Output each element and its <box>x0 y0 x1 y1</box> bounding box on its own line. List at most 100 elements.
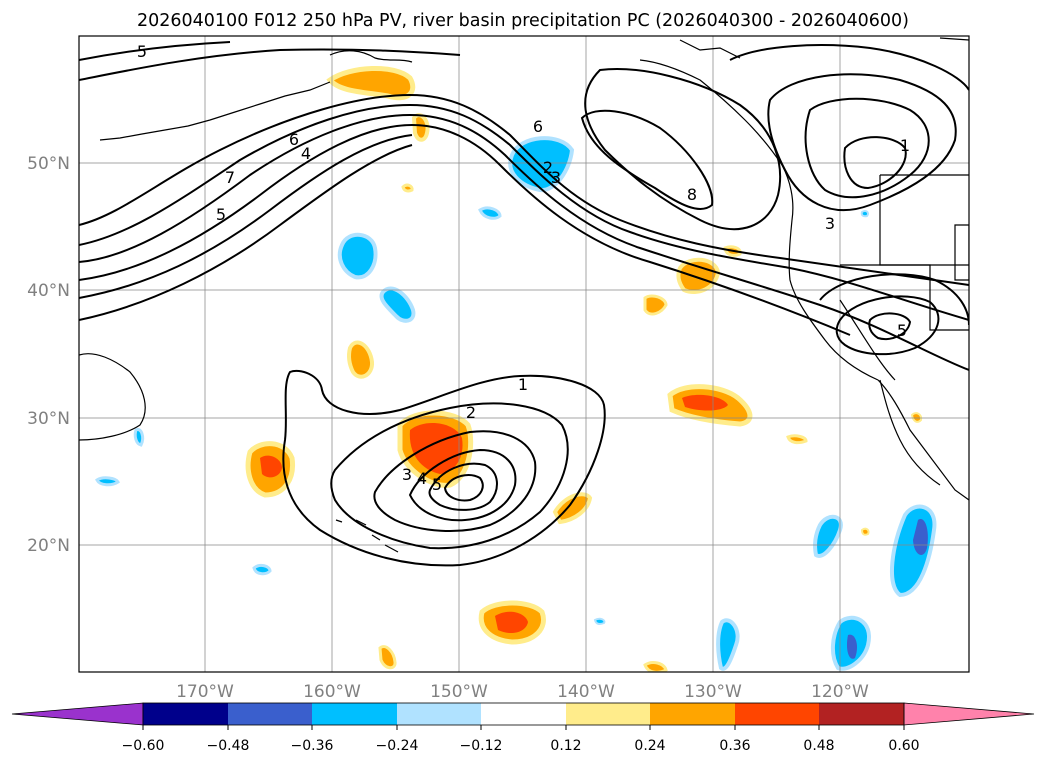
pv-contour <box>443 474 484 502</box>
pv-contour <box>79 123 851 336</box>
contour-label: 6 <box>289 130 299 149</box>
pv-contour <box>79 103 969 321</box>
precip-positive-region <box>495 611 528 634</box>
pv-contour <box>330 402 569 550</box>
contour-label: 2 <box>466 403 476 422</box>
pv-contour <box>79 48 461 81</box>
precip-positive-region <box>682 394 728 411</box>
precip-positive-region <box>643 294 668 316</box>
colorbar-segment <box>397 703 481 725</box>
colorbar-tick-label: −0.60 <box>122 738 165 754</box>
precip-negative-region <box>133 428 145 447</box>
lon-label: 130°W <box>684 682 742 702</box>
colorbar-tick-label: −0.36 <box>291 738 334 754</box>
colorbar-segment <box>566 703 650 725</box>
colorbar-segment <box>735 703 819 725</box>
colorbar-tick-label: 0.36 <box>719 738 750 754</box>
colorbar-tick-label: −0.48 <box>207 738 250 754</box>
lat-label: 40°N <box>27 281 70 301</box>
precip-positive-region <box>260 455 282 478</box>
lon-label: 140°W <box>557 682 615 702</box>
precip-negative-region <box>593 617 606 625</box>
pv-contour <box>282 370 606 567</box>
precip-positive-region <box>786 434 808 445</box>
colorbar-segment <box>143 703 228 725</box>
lon-label: 160°W <box>303 682 361 702</box>
contour-label: 7 <box>225 168 235 187</box>
precip-positive-region <box>401 183 414 193</box>
colorbar-tick-label: 0.12 <box>550 738 581 754</box>
colorbar-tick-label: 0.48 <box>803 738 834 754</box>
map-background <box>79 36 969 672</box>
pv-contour <box>79 113 969 371</box>
lat-label: 20°N <box>27 536 70 556</box>
precip-negative-region <box>95 476 120 487</box>
precip-positive-region <box>409 423 463 474</box>
contour-label: 3 <box>551 168 561 187</box>
contour-label: 5 <box>216 205 226 224</box>
lon-label: 120°W <box>811 682 869 702</box>
precip-negative-region <box>860 209 870 218</box>
pv-contour <box>729 44 969 91</box>
pv-contour <box>373 430 537 533</box>
colorbar-segment <box>819 703 904 725</box>
pv-contour <box>767 73 957 211</box>
precip-positive-region <box>378 645 397 670</box>
colorbar-tick-label: 0.60 <box>888 738 919 754</box>
precip-negative-region <box>252 563 272 576</box>
colorbar-segment <box>650 703 735 725</box>
contour-label: 3 <box>402 465 412 484</box>
precip-positive-region <box>676 257 721 294</box>
pv-contour <box>804 97 930 199</box>
contour-label: 1 <box>518 375 528 394</box>
contour-label: 5 <box>137 42 147 61</box>
pv-contour <box>79 41 231 61</box>
precip-shading <box>95 66 937 672</box>
contour-label: 1 <box>900 136 910 155</box>
latitude-labels: 50°N 40°N 30°N 20°N <box>27 154 70 556</box>
precip-positive-region <box>326 66 416 101</box>
figure-title: 2026040100 F012 250 hPa PV, river basin … <box>137 11 909 31</box>
precip-negative-region <box>478 206 502 220</box>
pv-contour <box>79 134 413 299</box>
pv-contour <box>79 144 413 321</box>
colorbar-tick-label: −0.24 <box>376 738 419 754</box>
pv-contour <box>408 448 517 522</box>
precip-negative-region <box>813 514 843 558</box>
coastlines <box>79 37 969 553</box>
gridlines <box>79 36 969 672</box>
colorbar-tick-label: 0.24 <box>634 738 665 754</box>
longitude-labels: 170°W 160°W 150°W 140°W 130°W 120°W <box>176 682 869 702</box>
colorbar-segment <box>312 703 397 725</box>
contour-label: 2 <box>543 158 553 177</box>
pv-contour <box>79 93 969 286</box>
precip-positive-region <box>643 661 668 672</box>
precip-positive-region <box>860 527 870 536</box>
precip-negative-region <box>716 618 740 671</box>
pv-contour <box>584 68 782 230</box>
pv-contour <box>843 136 907 190</box>
colorbar: −0.60 −0.48 −0.36 −0.24 −0.12 0.12 0.24 … <box>11 702 1035 754</box>
contour-labels: 5 6 4 7 5 6 2 3 8 3 1 5 1 2 3 4 5 <box>137 42 910 494</box>
map-panel: 5 6 4 7 5 6 2 3 8 3 1 5 1 2 3 4 5 <box>78 35 970 673</box>
contour-label: 5 <box>897 321 907 340</box>
colorbar-segment <box>228 703 312 725</box>
contour-label: 4 <box>417 469 427 488</box>
colorbar-extend-low <box>11 702 144 726</box>
pv-contour <box>428 462 498 511</box>
pv-contours <box>79 41 969 567</box>
contour-label: 3 <box>825 214 835 233</box>
precip-positive-region <box>411 113 430 142</box>
pv-contour <box>835 295 940 356</box>
map-frame <box>78 35 970 673</box>
contour-label: 6 <box>533 117 543 136</box>
pv-contour <box>580 109 714 210</box>
precip-positive-region <box>347 340 375 379</box>
precip-negative-region <box>846 634 858 659</box>
lat-label: 50°N <box>27 154 70 174</box>
lon-label: 170°W <box>176 682 234 702</box>
contour-label: 4 <box>301 144 311 163</box>
colorbar-extend-high <box>903 702 1035 726</box>
precip-negative-region <box>379 286 416 323</box>
